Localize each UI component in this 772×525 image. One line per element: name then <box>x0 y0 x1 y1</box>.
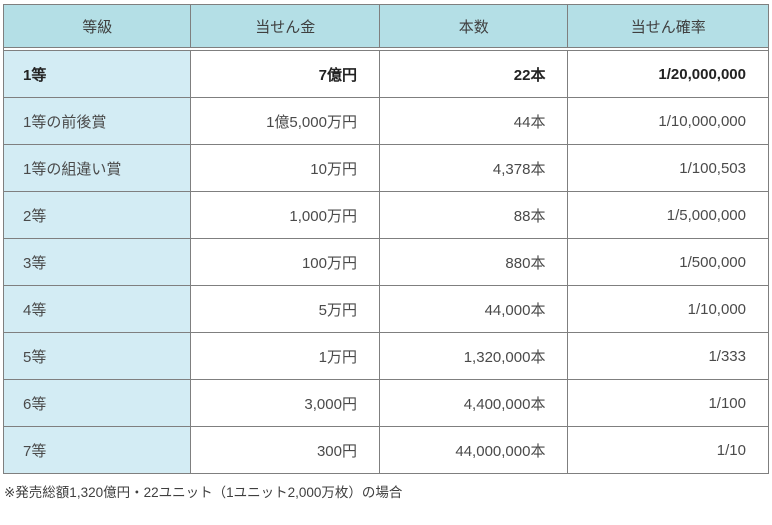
table-row: 1等 7億円 22本 1/20,000,000 <box>4 51 768 98</box>
prize-cell: 7億円 <box>191 51 380 98</box>
probability-cell: 1/10 <box>568 427 768 473</box>
probability-cell: 1/5,000,000 <box>568 192 768 239</box>
prize-cell: 1億5,000万円 <box>191 98 380 145</box>
table-body: 1等 7億円 22本 1/20,000,000 1等の前後賞 1億5,000万円… <box>4 48 768 473</box>
rank-cell: 2等 <box>4 192 192 239</box>
rank-cell: 7等 <box>4 427 192 473</box>
lottery-prize-table: 等級 当せん金 本数 当せん確率 1等 7億円 22本 1/20,000,000… <box>3 4 769 474</box>
probability-cell: 1/500,000 <box>568 239 768 286</box>
count-cell: 88本 <box>379 192 569 239</box>
table-row: 1等の組違い賞 10万円 4,378本 1/100,503 <box>4 145 768 192</box>
rank-cell: 1等の前後賞 <box>4 98 192 145</box>
rank-cell: 6等 <box>4 380 192 427</box>
probability-cell: 1/100,503 <box>568 145 768 192</box>
count-cell: 880本 <box>379 239 569 286</box>
rank-cell: 5等 <box>4 333 192 380</box>
probability-cell: 1/333 <box>568 333 768 380</box>
probability-cell: 1/10,000,000 <box>568 98 768 145</box>
column-header-rank: 等級 <box>4 5 192 48</box>
rank-cell: 3等 <box>4 239 192 286</box>
table-header: 等級 当せん金 本数 当せん確率 <box>4 5 768 48</box>
header-body-gap <box>4 48 768 51</box>
count-cell: 44,000,000本 <box>379 427 569 473</box>
prize-cell: 1,000万円 <box>191 192 380 239</box>
rank-cell: 4等 <box>4 286 192 333</box>
count-cell: 4,378本 <box>379 145 569 192</box>
table-row: 7等 300円 44,000,000本 1/10 <box>4 427 768 473</box>
count-cell: 1,320,000本 <box>379 333 569 380</box>
probability-cell: 1/20,000,000 <box>568 51 768 98</box>
header-row: 等級 当せん金 本数 当せん確率 <box>4 5 768 48</box>
table-row: 4等 5万円 44,000本 1/10,000 <box>4 286 768 333</box>
table-row: 5等 1万円 1,320,000本 1/333 <box>4 333 768 380</box>
table-row: 6等 3,000円 4,400,000本 1/100 <box>4 380 768 427</box>
prize-cell: 5万円 <box>191 286 380 333</box>
probability-cell: 1/10,000 <box>568 286 768 333</box>
table-row: 3等 100万円 880本 1/500,000 <box>4 239 768 286</box>
count-cell: 4,400,000本 <box>379 380 569 427</box>
rank-cell: 1等 <box>4 51 192 98</box>
count-cell: 44,000本 <box>379 286 569 333</box>
column-header-probability: 当せん確率 <box>568 5 768 48</box>
table-row: 2等 1,000万円 88本 1/5,000,000 <box>4 192 768 239</box>
prize-cell: 100万円 <box>191 239 380 286</box>
prize-cell: 300円 <box>191 427 380 473</box>
prize-cell: 1万円 <box>191 333 380 380</box>
prize-cell: 3,000円 <box>191 380 380 427</box>
table-row: 1等の前後賞 1億5,000万円 44本 1/10,000,000 <box>4 98 768 145</box>
count-cell: 22本 <box>379 51 569 98</box>
footnote: ※発売総額1,320億円・22ユニット（1ユニット2,000万枚）の場合 <box>4 485 403 500</box>
column-header-count: 本数 <box>379 5 569 48</box>
column-header-prize: 当せん金 <box>191 5 380 48</box>
prize-cell: 10万円 <box>191 145 380 192</box>
rank-cell: 1等の組違い賞 <box>4 145 192 192</box>
count-cell: 44本 <box>379 98 569 145</box>
probability-cell: 1/100 <box>568 380 768 427</box>
